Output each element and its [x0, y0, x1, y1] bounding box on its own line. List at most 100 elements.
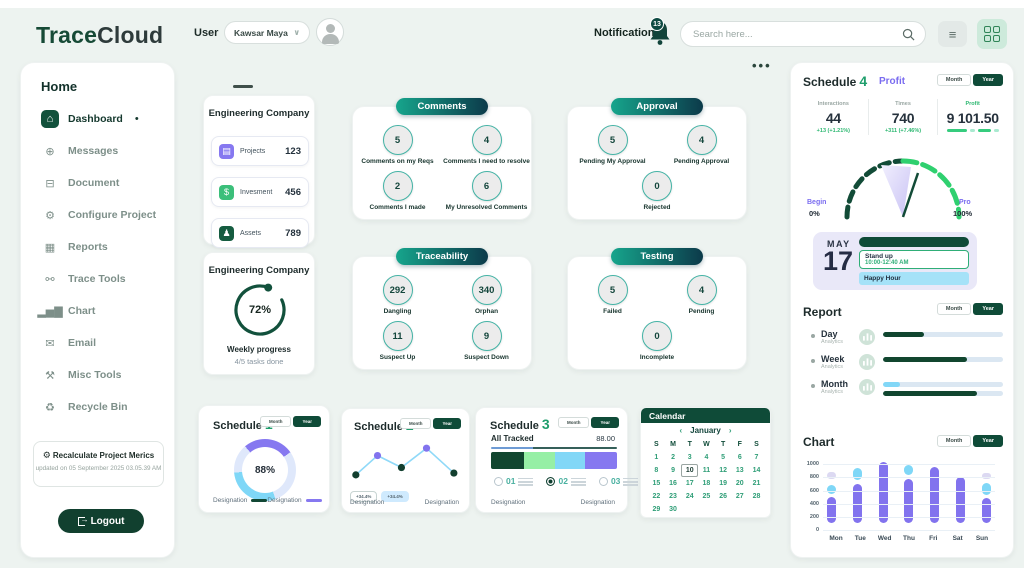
profit-tab[interactable]: Profit — [879, 76, 906, 87]
sidebar-item-configure-project[interactable]: ⚙ Configure Project — [21, 199, 176, 231]
sidebar-item-trace-tools[interactable]: ⚯ Trace Tools — [21, 263, 176, 295]
calendar-day[interactable]: 24 — [685, 493, 694, 500]
calendar-day[interactable]: 3 — [687, 454, 692, 461]
month-toggle-button[interactable]: Month — [259, 416, 292, 427]
drawer-handle[interactable] — [233, 85, 253, 88]
metric-circle[interactable]: 0 — [642, 321, 672, 351]
metric-cell: 5 Pending My Approval — [568, 125, 657, 165]
logout-button[interactable]: Logout — [58, 509, 144, 533]
calendar-day[interactable]: 27 — [735, 493, 744, 500]
recalculate-metrics-button[interactable]: ⚙ Recalculate Project Merics updated on 0… — [33, 441, 164, 487]
calendar-day[interactable]: 9 — [671, 467, 675, 474]
bar-segment — [827, 471, 836, 479]
sidebar-item-document[interactable]: ⊟ Document — [21, 167, 176, 199]
calendar-next-button[interactable]: › — [728, 426, 732, 435]
calendar-day[interactable]: 20 — [735, 480, 744, 487]
stat-row-assets[interactable]: ♟ Assets 789 — [211, 218, 309, 248]
search-input[interactable] — [691, 27, 902, 41]
event-happy-hour[interactable]: Happy Hour — [859, 272, 969, 285]
month-toggle-button[interactable]: Month — [936, 74, 972, 86]
metric-circle[interactable]: 0 — [642, 171, 672, 201]
year-toggle-button[interactable]: Year — [973, 435, 1003, 447]
sidebar-item-label: Messages — [68, 145, 119, 157]
grid-view-button[interactable] — [977, 19, 1007, 49]
metric-circle[interactable]: 4 — [686, 275, 717, 305]
event-pill[interactable] — [859, 237, 969, 247]
sidebar-item-misc-tools[interactable]: ⚒ Misc Tools — [21, 359, 176, 391]
bar-thu — [904, 461, 914, 530]
metric-circle[interactable]: 5 — [597, 125, 628, 155]
search-icon[interactable] — [902, 28, 915, 41]
metric-circle[interactable]: 5 — [382, 125, 413, 155]
calendar-day[interactable]: 23 — [669, 493, 677, 500]
more-options-menu[interactable]: ••• — [752, 58, 772, 73]
calendar-day[interactable]: 18 — [702, 480, 711, 487]
metric-circle[interactable]: 292 — [382, 275, 413, 305]
report-title: Report — [803, 305, 842, 319]
calendar-day[interactable]: 12 — [719, 467, 727, 474]
metric-circle[interactable]: 11 — [382, 321, 413, 351]
metric-circle[interactable]: 2 — [382, 171, 413, 201]
event-standup[interactable]: Stand up 10:00-12:40 AM — [859, 250, 969, 269]
list-view-button[interactable]: ≡ — [938, 21, 967, 47]
user-dropdown[interactable]: Kawsar Maya ∨ — [224, 21, 310, 44]
calendar-day[interactable]: 7 — [754, 454, 759, 461]
metric-label: Comments on my Reqs — [361, 158, 434, 165]
sidebar-item-dashboard[interactable]: ⌂ Dashboard • — [21, 103, 176, 135]
calendar-day[interactable]: 15 — [652, 480, 661, 487]
calendar-day[interactable]: 22 — [652, 493, 661, 500]
search-bar — [680, 21, 926, 47]
calendar-day[interactable]: 13 — [735, 467, 744, 474]
month-toggle-button[interactable]: Month — [936, 435, 972, 447]
calendar-day[interactable]: 30 — [669, 506, 677, 513]
sidebar-item-messages[interactable]: ⊕ Messages — [21, 135, 176, 167]
user-avatar[interactable] — [316, 18, 344, 46]
recalculate-updated-text: updated on 05 September 2025 03.05.39 AM — [35, 465, 162, 472]
calendar-day[interactable]: 4 — [704, 454, 709, 461]
option-02[interactable]: 02 — [546, 476, 586, 486]
calendar-day[interactable]: 29 — [652, 506, 661, 513]
year-toggle-button[interactable]: Year — [591, 417, 619, 428]
calendar-day[interactable]: 14 — [752, 467, 761, 474]
metric-circle[interactable]: 9 — [471, 321, 502, 351]
sidebar-item-email[interactable]: ✉ Email — [21, 327, 176, 359]
year-toggle-button[interactable]: Year — [973, 303, 1003, 315]
month-toggle-button[interactable]: Month — [399, 418, 432, 429]
calendar-day[interactable]: 21 — [752, 480, 761, 487]
year-toggle-button[interactable]: Year — [293, 416, 321, 427]
calendar-day[interactable]: 10 — [681, 464, 699, 477]
calendar-day[interactable]: 19 — [719, 480, 727, 487]
sidebar-item-recycle-bin[interactable]: ♻ Recycle Bin — [21, 391, 176, 423]
calendar-day[interactable]: 25 — [702, 493, 711, 500]
calendar-day[interactable]: 28 — [752, 493, 761, 500]
option-01[interactable]: 01 — [494, 476, 534, 486]
month-toggle-button[interactable]: Month — [936, 303, 972, 315]
stat-row-invesment[interactable]: $ Invesment 456 — [211, 177, 309, 207]
sidebar-item-chart[interactable]: ▂▅▇ Chart — [21, 295, 176, 327]
calendar-prev-button[interactable]: ‹ — [679, 426, 683, 435]
metric-circle[interactable]: 5 — [597, 275, 628, 305]
metric-circle[interactable]: 4 — [686, 125, 717, 155]
calendar-day[interactable]: 16 — [669, 480, 677, 487]
metric-circle[interactable]: 6 — [471, 171, 502, 201]
calendar-day[interactable]: 8 — [654, 467, 659, 474]
option-03[interactable]: 03 — [598, 476, 639, 486]
progress-percent: 72% — [248, 304, 272, 316]
metric-circle[interactable]: 4 — [471, 125, 502, 155]
stat-row-projects[interactable]: ▤ Projects 123 — [211, 136, 309, 166]
metric-circle[interactable]: 340 — [471, 275, 502, 305]
sidebar-item-reports[interactable]: ▦ Reports — [21, 231, 176, 263]
calendar-day[interactable]: 5 — [721, 454, 726, 461]
calendar-day[interactable]: 17 — [685, 480, 694, 487]
year-toggle-button[interactable]: Year — [973, 74, 1003, 86]
calendar-day[interactable]: 11 — [702, 467, 711, 474]
calendar-day[interactable]: 1 — [654, 454, 659, 461]
dashboard-home-icon: ⌂ — [41, 110, 59, 128]
calendar-day[interactable]: 2 — [671, 454, 675, 461]
stat-delta: +311 (+7.46%) — [884, 128, 922, 134]
calendar-day[interactable]: 26 — [719, 493, 727, 500]
month-toggle-button[interactable]: Month — [557, 417, 590, 428]
calendar-day[interactable]: 6 — [737, 454, 742, 461]
option-number: 02 — [558, 476, 568, 486]
year-toggle-button[interactable]: Year — [433, 418, 461, 429]
